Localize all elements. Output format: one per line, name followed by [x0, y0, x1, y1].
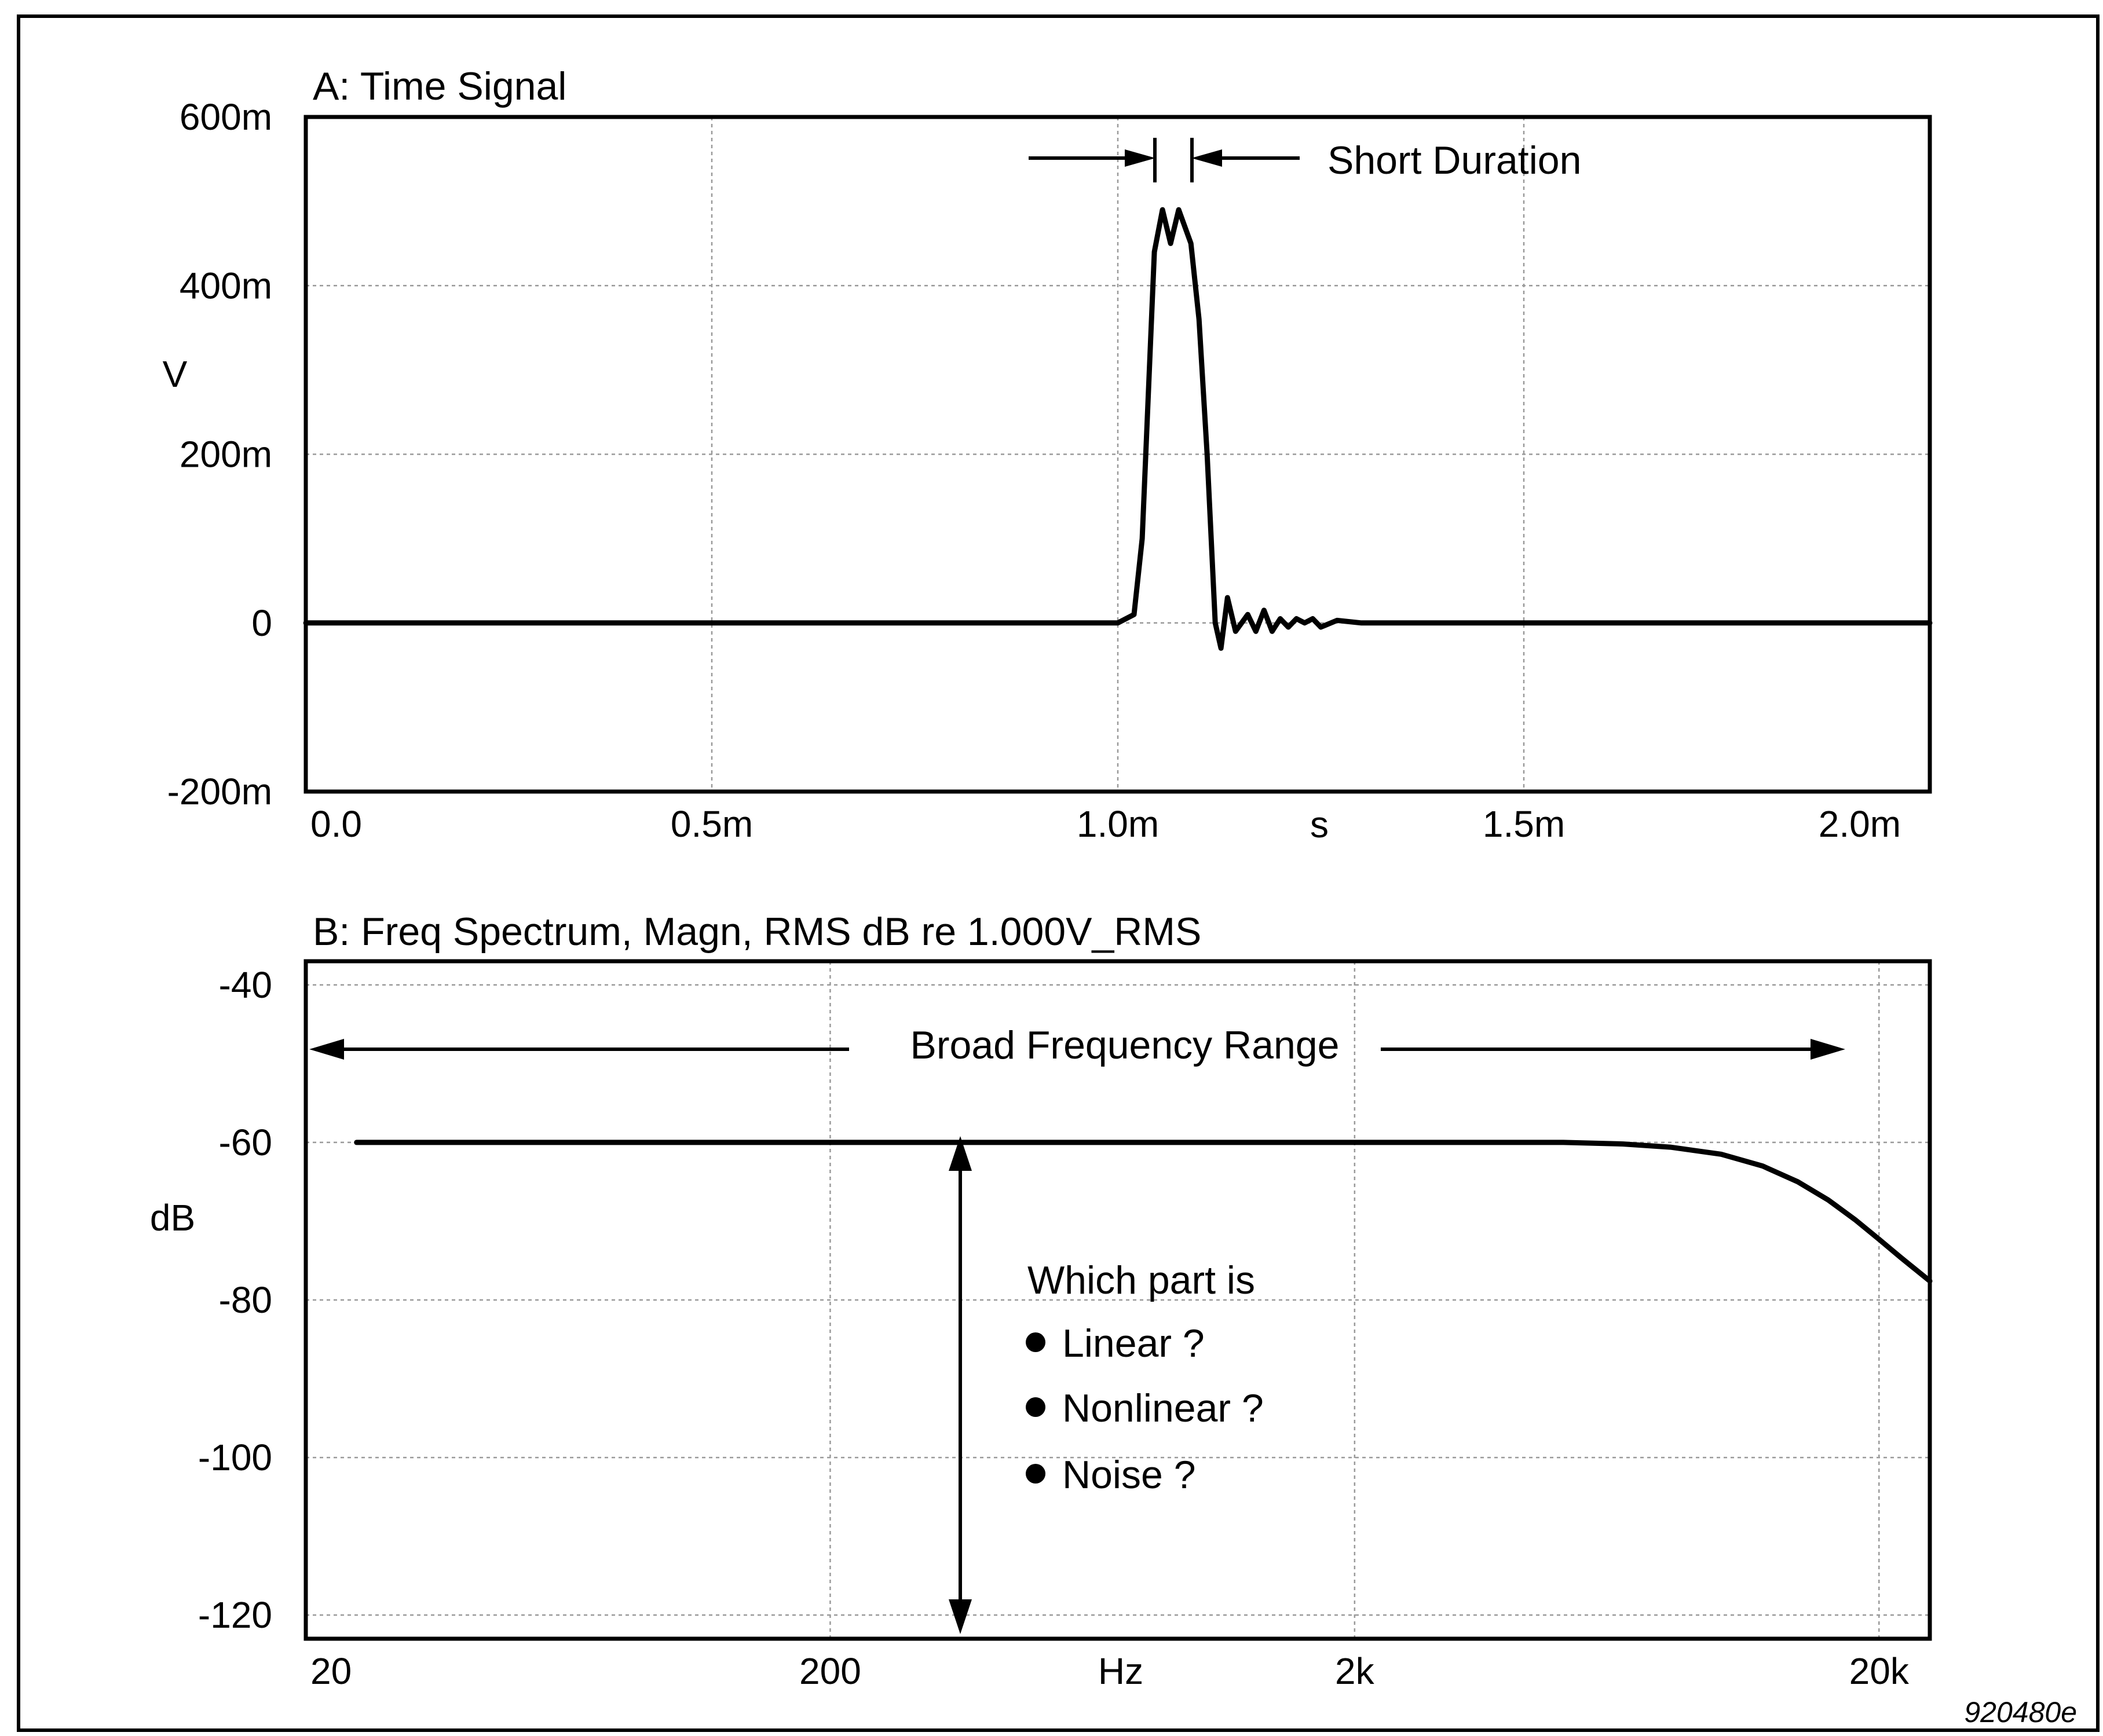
chart-b-y-tick-label: -80	[219, 1279, 273, 1321]
question-nonlinear: Nonlinear ?	[1062, 1386, 1264, 1430]
chart-a-x-tick-label: 1.5m	[1483, 803, 1565, 845]
question-heading: Which part is	[1027, 1258, 1255, 1302]
chart-a-plot-frame	[303, 115, 1932, 794]
chart-a-y-tick-label: -200m	[167, 771, 272, 812]
chart-b-plot-frame	[303, 959, 1932, 1641]
short-duration-label: Short Duration	[1327, 138, 1581, 182]
short-duration-right-arrowhead	[1191, 149, 1222, 167]
chart-a-title: A: Time Signal	[313, 64, 566, 108]
chart-a-x-ticks: 0.0 0.5m 1.0m 1.5m 2.0m	[310, 803, 1901, 845]
chart-b-x-axis-label: Hz	[1098, 1650, 1143, 1692]
chart-a-y-tick-label: 600m	[180, 96, 272, 138]
chart-a-x-tick-label: 1.0m	[1077, 803, 1159, 845]
chart-b-x-ticks: 20 200 2k 20k	[310, 1650, 1910, 1692]
chart-b-x-tick-label: 20k	[1849, 1650, 1910, 1692]
chart-a-y-tick-label: 400m	[180, 265, 272, 306]
chart-a-y-axis-label: V	[163, 353, 188, 395]
broad-range-label: Broad Frequency Range	[910, 1023, 1340, 1067]
figure-id: 920480e	[1964, 1696, 2077, 1728]
chart-a-x-axis-label: s	[1310, 804, 1329, 845]
question-list: Which part is Linear ? Nonlinear ? Noise…	[1026, 1258, 1264, 1497]
question-linear: Linear ?	[1062, 1321, 1205, 1365]
frequency-spectrum-chart: B: Freq Spectrum, Magn, RMS dB re 1.000V…	[150, 910, 1933, 1692]
vertical-arrow-top-head	[949, 1136, 972, 1171]
chart-a-x-tick-label: 0.5m	[671, 803, 753, 845]
short-duration-annotation: Short Duration	[1029, 138, 1581, 182]
chart-a-y-tick-label: 200m	[180, 434, 272, 475]
broad-frequency-range-annotation: Broad Frequency Range	[309, 1023, 1845, 1067]
time-signal-series-line	[303, 207, 1933, 651]
time-signal-chart: A: Time Signal 0.0 0.5m 1.0m 1.5m 2.0m 600m 4…	[163, 64, 1933, 845]
bullet-icon	[1026, 1332, 1045, 1352]
vertical-arrow-bottom-head	[949, 1599, 972, 1634]
bullet-icon	[1026, 1397, 1045, 1417]
short-duration-left-arrowhead	[1125, 149, 1155, 167]
chart-b-x-tick-label: 20	[310, 1650, 352, 1692]
chart-a-x-tick-label: 0.0	[310, 803, 362, 845]
chart-b-y-tick-label: -120	[198, 1594, 272, 1636]
chart-b-y-tick-label: -40	[219, 964, 273, 1006]
chart-b-y-axis-label: dB	[150, 1197, 195, 1239]
chart-a-y-tick-label: 0	[251, 602, 272, 644]
chart-b-grid	[306, 961, 1930, 1639]
chart-b-y-tick-label: -100	[198, 1437, 272, 1478]
chart-b-y-tick-label: -60	[219, 1122, 273, 1163]
page-border	[17, 14, 2100, 1732]
chart-a-x-tick-label: 2.0m	[1819, 803, 1901, 845]
chart-a-grid	[306, 117, 1930, 792]
chart-b-title: B: Freq Spectrum, Magn, RMS dB re 1.000V…	[313, 910, 1201, 954]
vertical-range-arrow	[949, 1136, 972, 1634]
broad-range-right-arrowhead	[1811, 1039, 1845, 1060]
question-noise: Noise ?	[1062, 1453, 1196, 1497]
chart-b-y-ticks: -40 -60 -80 -100 -120	[198, 964, 272, 1636]
chart-b-x-tick-label: 200	[799, 1650, 861, 1692]
spectrum-series-line	[354, 1140, 1933, 1284]
broad-range-left-arrowhead	[309, 1039, 344, 1060]
chart-b-x-tick-label: 2k	[1335, 1650, 1375, 1692]
chart-a-y-ticks: 600m 400m 200m 0 -200m	[167, 96, 272, 812]
bullet-icon	[1026, 1464, 1045, 1484]
